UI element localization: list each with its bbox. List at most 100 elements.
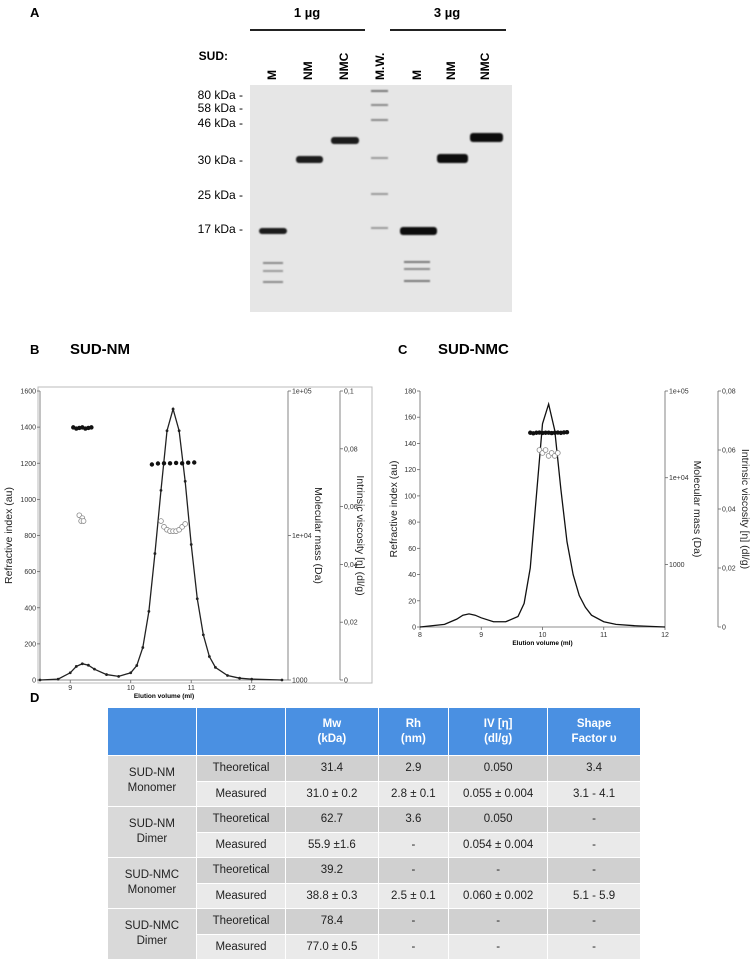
ri-point [189, 543, 193, 546]
y3-axis-label: Intrinsic viscosity [η] (dl/g) [354, 475, 366, 595]
y2-tick-label: 1e+04 [669, 475, 689, 482]
mass-point [179, 461, 185, 466]
value-cell: 2.8 ± 0.1 [377, 780, 450, 807]
x-tick-label: 10 [127, 685, 135, 692]
marker-label: 80 kDa - [198, 88, 243, 102]
ri-point [226, 674, 229, 677]
x-tick-label: 11 [600, 632, 607, 639]
ri-point [38, 678, 42, 682]
ri-point [177, 429, 181, 433]
value-cell: - [547, 831, 641, 858]
ri-trace [419, 401, 666, 628]
viscosity-point [182, 521, 188, 527]
y3-tick-label: 0,06 [344, 504, 358, 511]
data-row: SUD-NM Dimer Theoretical 62.7 3.6 0.050- [107, 806, 641, 858]
kind-cell: Measured [195, 780, 287, 807]
y-tick-label: 140 [404, 441, 416, 448]
ri-point [129, 671, 133, 675]
group-cell: SUD-NMC Dimer [107, 908, 197, 960]
y-tick-label: 60 [408, 546, 416, 553]
value-cell: - [377, 857, 450, 884]
x-tick-label: 9 [479, 632, 483, 639]
value-cell: - [448, 857, 549, 884]
y3-tick-label: 0,02 [344, 620, 358, 627]
y-tick-label: 800 [24, 533, 36, 540]
value-cell: 78.4 [285, 908, 379, 935]
ri-point [214, 665, 217, 669]
y2-tick-label: 1000 [669, 562, 685, 569]
kind-cell: Measured [195, 831, 287, 858]
y2-axis-label: Molecular mass (Da) [691, 461, 703, 558]
data-row: Measured 31.0 ± 0.2 2.8 ± 0.1 0.055 ± 0.004… [108, 780, 641, 807]
x-tick-label: 9 [68, 685, 72, 692]
value-cell: 3.6 [377, 806, 450, 833]
ri-point [141, 646, 145, 649]
x-tick-label: 8 [418, 632, 422, 639]
mass-point [167, 461, 173, 466]
ri-point [117, 674, 121, 678]
panel-label: C [398, 342, 408, 357]
value-cell: 0.050 [448, 806, 549, 833]
chart-title: SUD-NMC [438, 341, 509, 358]
viscosity-point [80, 518, 87, 524]
data-row: Measured 77.0 ± 0.5- - - [108, 933, 641, 960]
ri-point [201, 633, 205, 637]
ri-point [105, 673, 108, 676]
y3-tick-label: 0,06 [722, 448, 736, 455]
y-tick-label: 120 [404, 467, 416, 474]
x-tick-label: 11 [188, 685, 195, 692]
group-cell: SUD-NMC Monomer [107, 857, 197, 909]
value-cell: 31.0 ± 0.2 [285, 780, 379, 807]
value-cell: 3.4 [547, 755, 641, 782]
y3-axis-label: Intrinsic viscosity [η] (dl/g) [739, 449, 751, 569]
data-row: SUD-NMC Dimer Theoretical 78.4- - - [107, 908, 641, 960]
y-tick-label: 1400 [20, 425, 36, 432]
value-cell: 62.7 [285, 806, 379, 833]
lane-label: NMC [478, 52, 492, 80]
ri-point [153, 552, 157, 555]
y3-tick-label: 0 [344, 678, 348, 685]
mass-point [173, 460, 179, 466]
gel-bands [259, 90, 503, 283]
x-tick-label: 10 [539, 632, 547, 639]
value-cell: 2.5 ± 0.1 [377, 882, 450, 909]
lane-label: NM [301, 61, 315, 80]
header-cell: IV [η] (dl/g) [448, 707, 549, 756]
value-cell: 38.8 ± 0.3 [285, 882, 379, 909]
header-cell: Rh (nm) [377, 707, 450, 756]
lane-label: M.W. [373, 53, 387, 80]
ri-point [68, 671, 72, 675]
value-cell: - [448, 933, 549, 960]
y3-tick-label: 0,04 [722, 507, 736, 514]
ri-point [183, 479, 187, 483]
kind-cell: Measured [195, 933, 287, 960]
y-tick-label: 20 [408, 598, 416, 605]
value-cell: 55.9 ±1.6 [285, 831, 379, 858]
header-cell [107, 707, 197, 756]
marker-label: 17 kDa - [198, 222, 243, 236]
dose-label: 1 µg [294, 5, 320, 20]
y-tick-label: 400 [24, 605, 36, 612]
ri-point [171, 407, 175, 411]
panel-label: B [30, 342, 39, 357]
header-cell: Mw (kDa) [285, 707, 379, 756]
lane-label: NMC [337, 52, 351, 80]
value-cell: - [377, 831, 450, 858]
kind-cell: Theoretical [195, 806, 287, 833]
data-row: SUD-NMC Monomer Theoretical 39.2- - - [107, 857, 641, 909]
y3-tick-label: 0,08 [344, 446, 358, 453]
y-tick-label: 1000 [20, 497, 36, 504]
y3-tick-label: 0,1 [344, 389, 354, 396]
header-cell: Shape Factor υ [547, 707, 641, 756]
ri-point [195, 597, 199, 601]
y-tick-label: 40 [408, 572, 416, 579]
y-tick-label: 180 [404, 389, 416, 396]
value-cell: 31.4 [285, 755, 379, 782]
mass-point [155, 461, 161, 466]
marker-label: 30 kDa - [198, 153, 243, 167]
mass-point [192, 460, 197, 465]
ri-point [207, 655, 211, 658]
value-cell: 39.2 [285, 857, 379, 884]
